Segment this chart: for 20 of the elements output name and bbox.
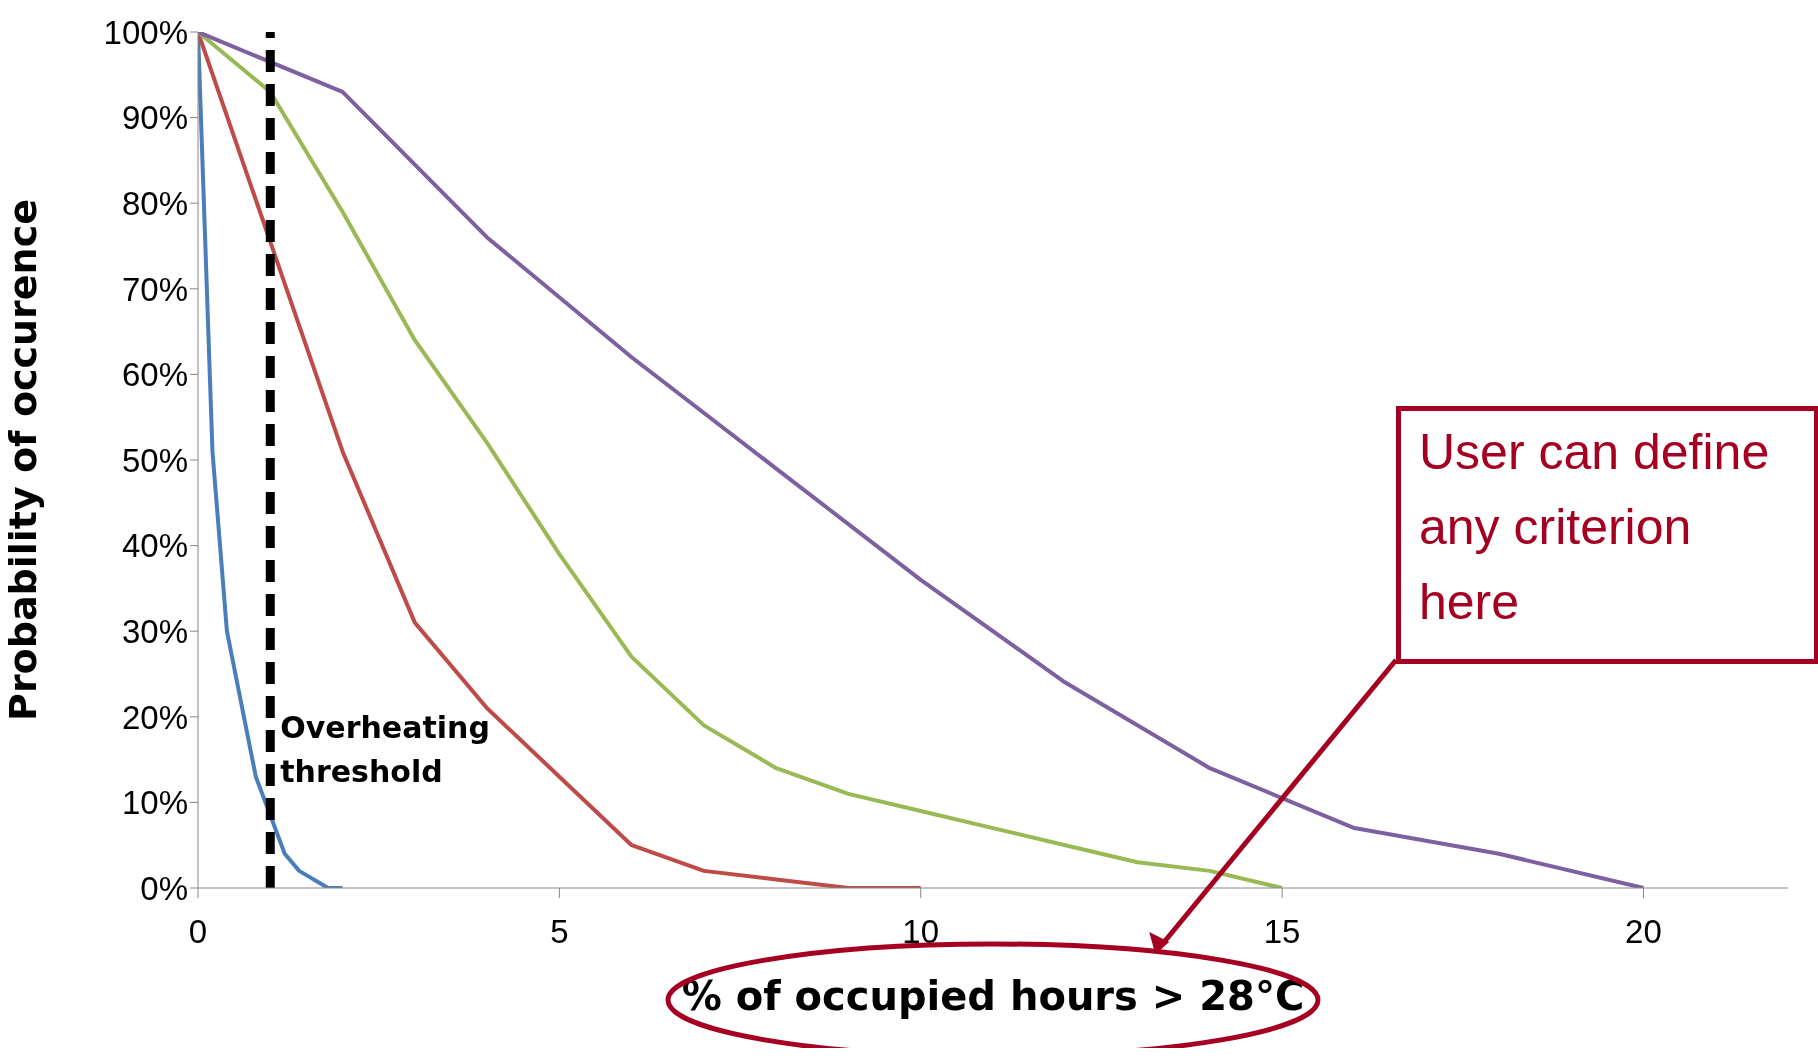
x-tick-label: 10 [902, 913, 940, 951]
y-tick-label: 80% [121, 184, 188, 222]
y-tick-label: 100% [103, 13, 188, 51]
y-tick-label: 60% [121, 356, 188, 394]
x-tick-label: 0 [188, 913, 208, 951]
y-tick-label: 30% [121, 612, 188, 650]
annotation: User can define any criterion here [1396, 406, 1818, 664]
y-tick-label: 40% [121, 527, 188, 565]
y-tick-label: 10% [121, 784, 188, 822]
x-tick-label: 20 [1625, 913, 1662, 951]
y-tick-label: 50% [121, 441, 188, 479]
x-axis-title: % of occupied hours > 28°C [681, 973, 1305, 1019]
ref-line-label: Overheating threshold [280, 710, 490, 789]
x-tick-label: 5 [550, 913, 569, 951]
x-tick-label: 15 [1263, 913, 1301, 951]
y-tick-label: 20% [121, 698, 188, 736]
y-tick-label: 90% [121, 99, 188, 137]
y-tick-label: 0% [140, 869, 188, 907]
y-tick-label: 70% [121, 270, 188, 308]
y-axis-title: Probability of occurence [1, 199, 46, 721]
